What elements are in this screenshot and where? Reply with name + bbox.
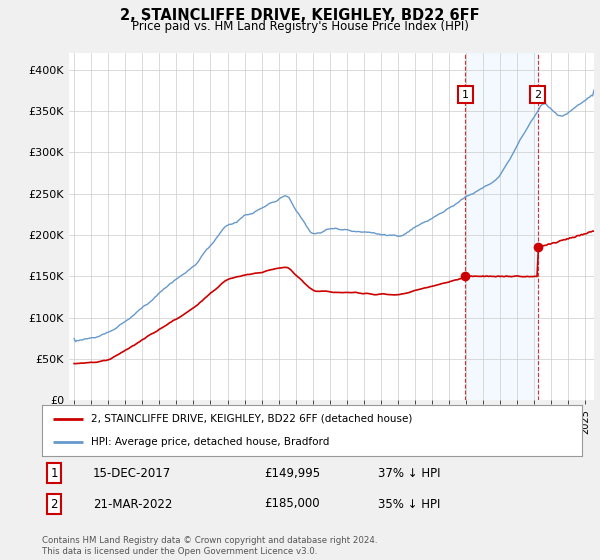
Text: 2, STAINCLIFFE DRIVE, KEIGHLEY, BD22 6FF (detached house): 2, STAINCLIFFE DRIVE, KEIGHLEY, BD22 6FF… <box>91 414 412 424</box>
Text: 1: 1 <box>50 466 58 480</box>
Text: HPI: Average price, detached house, Bradford: HPI: Average price, detached house, Brad… <box>91 437 329 447</box>
Text: Price paid vs. HM Land Registry's House Price Index (HPI): Price paid vs. HM Land Registry's House … <box>131 20 469 33</box>
Text: 21-MAR-2022: 21-MAR-2022 <box>93 497 172 511</box>
Text: 2, STAINCLIFFE DRIVE, KEIGHLEY, BD22 6FF: 2, STAINCLIFFE DRIVE, KEIGHLEY, BD22 6FF <box>120 8 480 24</box>
Text: 2: 2 <box>535 90 541 100</box>
Text: 2: 2 <box>50 497 58 511</box>
Text: 15-DEC-2017: 15-DEC-2017 <box>93 466 171 480</box>
Text: 1: 1 <box>462 90 469 100</box>
Text: £149,995: £149,995 <box>264 466 320 480</box>
Text: £185,000: £185,000 <box>264 497 320 511</box>
Bar <box>466 53 538 400</box>
Text: Contains HM Land Registry data © Crown copyright and database right 2024.
This d: Contains HM Land Registry data © Crown c… <box>42 536 377 556</box>
Text: 37% ↓ HPI: 37% ↓ HPI <box>378 466 440 480</box>
Text: 35% ↓ HPI: 35% ↓ HPI <box>378 497 440 511</box>
